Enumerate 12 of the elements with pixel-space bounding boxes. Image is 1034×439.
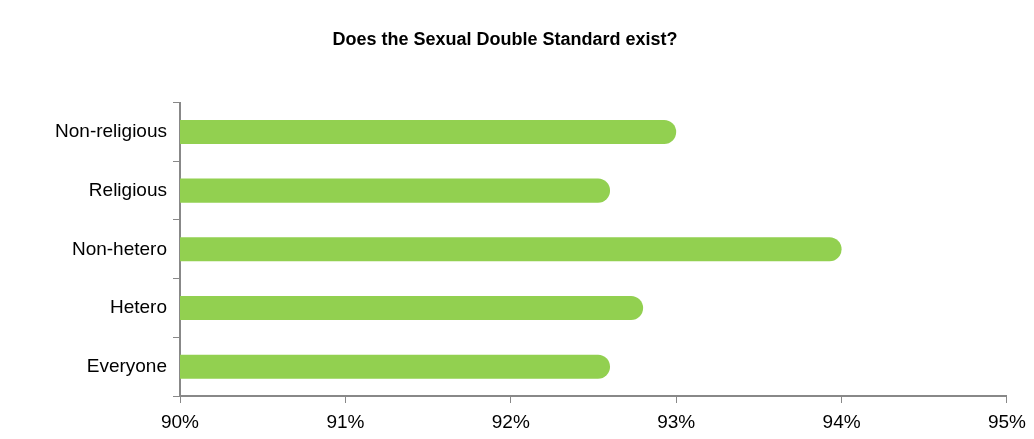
y-tick-label: Everyone	[86, 354, 167, 376]
x-tick-label: 92%	[491, 410, 530, 432]
x-tick-label: 90%	[160, 410, 200, 432]
x-tick-label: 93%	[657, 410, 696, 432]
x-tick-label: 91%	[326, 410, 365, 432]
y-tick-label: Non-hetero	[71, 237, 167, 259]
x-tick-label: 95%	[987, 410, 1027, 432]
chart-title: Does the Sexual Double Standard exist?	[332, 28, 678, 49]
y-tick-label: Hetero	[109, 296, 167, 318]
x-tick-label: 94%	[822, 410, 861, 432]
y-tick-label: Non-religious	[55, 120, 167, 142]
y-tick-label: Religious	[88, 178, 167, 200]
